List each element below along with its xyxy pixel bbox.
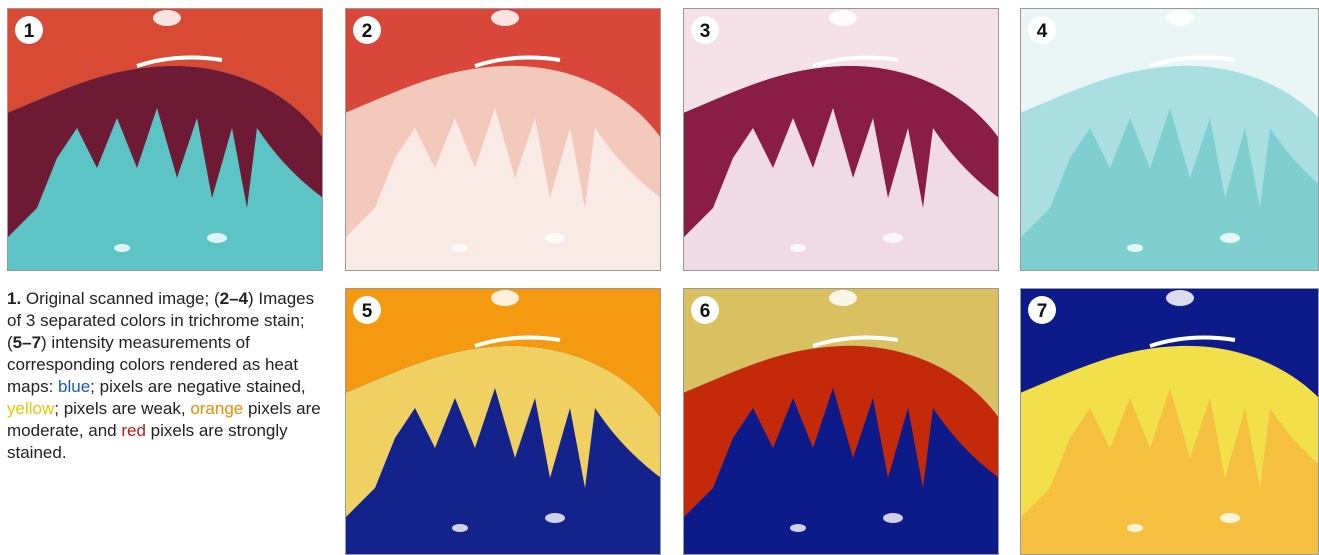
lumen xyxy=(1166,10,1194,26)
vessel xyxy=(114,244,130,252)
caption-text: orange xyxy=(190,399,243,418)
lumen xyxy=(153,10,181,26)
micrograph: 7 xyxy=(1020,288,1319,555)
lumen xyxy=(829,10,857,26)
micrograph: 6 xyxy=(683,288,999,555)
vessel xyxy=(883,513,903,523)
lumen xyxy=(1166,290,1194,306)
vessel xyxy=(1220,233,1240,243)
image-panel: 3 xyxy=(683,8,999,271)
lumen xyxy=(491,290,519,306)
vessel xyxy=(1127,524,1143,532)
vessel xyxy=(545,233,565,243)
image-panel: 7 xyxy=(1020,288,1319,555)
micrograph: 3 xyxy=(683,8,999,271)
caption-text: 2–4 xyxy=(220,289,248,308)
vessel xyxy=(790,244,806,252)
caption-text: 1. xyxy=(7,289,21,308)
vessel xyxy=(790,524,806,532)
lumen xyxy=(829,290,857,306)
micrograph: 2 xyxy=(345,8,661,271)
caption-text: red xyxy=(121,421,146,440)
image-panel: 2 xyxy=(345,8,661,271)
vessel xyxy=(207,233,227,243)
caption-text: ; pixels are negative stained, xyxy=(90,377,305,396)
image-panel: 4 xyxy=(1020,8,1319,271)
caption-text: Original scanned image; ( xyxy=(21,289,219,308)
figure: 1. Original scanned image; (2–4) Images … xyxy=(0,0,1319,555)
image-panel: 1 xyxy=(7,8,323,271)
vessel xyxy=(452,524,468,532)
panel-number: 1 xyxy=(24,21,35,42)
micrograph: 1 xyxy=(7,8,323,271)
panel-number: 5 xyxy=(362,301,373,322)
vessel xyxy=(883,233,903,243)
caption-text: blue xyxy=(58,377,90,396)
vessel xyxy=(1127,244,1143,252)
caption: 1. Original scanned image; (2–4) Images … xyxy=(7,288,325,464)
lumen xyxy=(491,10,519,26)
vessel xyxy=(452,244,468,252)
panel-number: 4 xyxy=(1037,21,1048,42)
image-panel: 6 xyxy=(683,288,999,555)
panel-number: 7 xyxy=(1037,301,1048,322)
vessel xyxy=(545,513,565,523)
panel-number: 3 xyxy=(700,21,711,42)
vessel xyxy=(1220,513,1240,523)
panel-number: 2 xyxy=(362,21,373,42)
panel-number: 6 xyxy=(700,301,711,322)
micrograph: 5 xyxy=(345,288,661,555)
caption-text: 5–7 xyxy=(13,333,41,352)
micrograph: 4 xyxy=(1020,8,1319,271)
image-panel: 5 xyxy=(345,288,661,555)
caption-text: yellow xyxy=(7,399,54,418)
caption-text: ; pixels are weak, xyxy=(54,399,190,418)
